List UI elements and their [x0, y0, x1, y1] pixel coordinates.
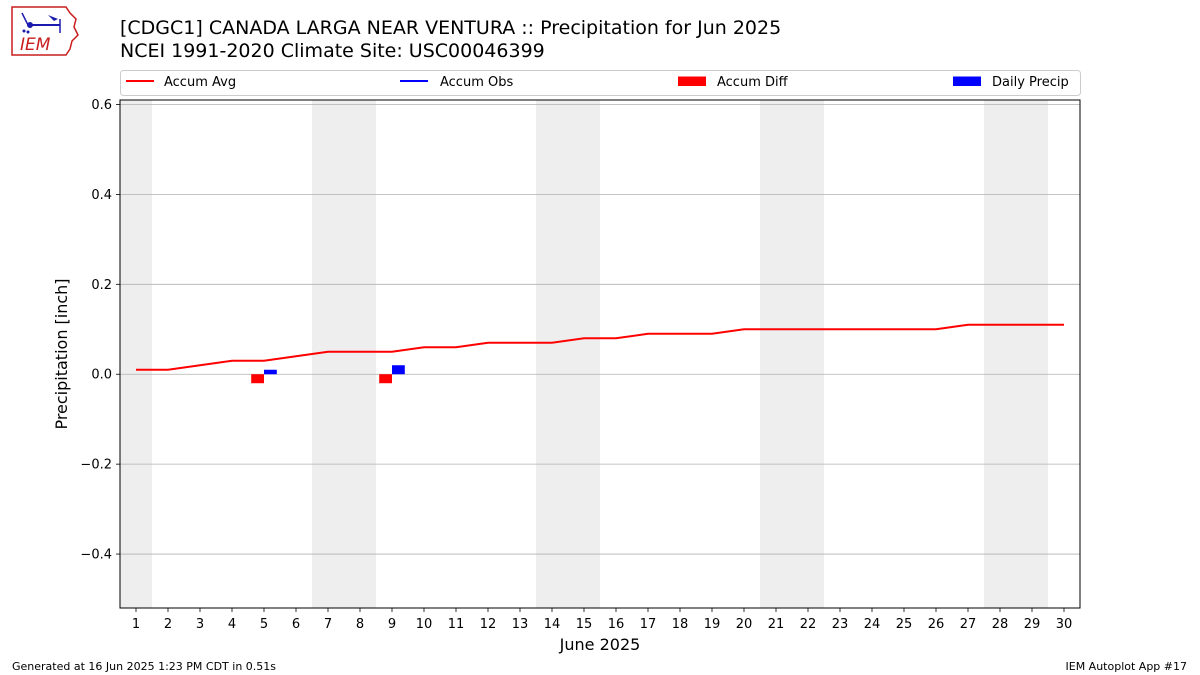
x-tick-label: 13: [512, 617, 529, 632]
x-tick-label: 23: [832, 617, 849, 632]
chart-title: [CDGC1] CANADA LARGA NEAR VENTURA :: Pre…: [120, 17, 782, 39]
x-tick-label: 4: [228, 617, 236, 632]
x-axis-label: June 2025: [559, 635, 641, 654]
legend-daily-precip-label: Daily Precip: [992, 75, 1069, 90]
x-tick-label: 8: [356, 617, 364, 632]
legend-daily-precip-swatch: [953, 76, 981, 86]
plot-frame: [119, 99, 1081, 609]
weekend-band: [1016, 100, 1048, 608]
x-tick-label: 26: [928, 617, 945, 632]
legend: Accum Avg Accum Obs Accum Diff Daily Precip: [120, 70, 1081, 96]
weekend-band: [536, 100, 568, 608]
legend-accum-avg-label: Accum Avg: [164, 75, 236, 90]
iem-logo: IEM: [8, 5, 80, 59]
x-tick-label: 11: [448, 617, 465, 632]
weekend-band: [792, 100, 824, 608]
y-tick-label: 0.2: [91, 278, 112, 293]
y-tick-label: −0.2: [80, 458, 112, 473]
weekend-band: [760, 100, 792, 608]
x-tick-label: 9: [388, 617, 396, 632]
y-tick-label: 0.4: [91, 188, 112, 203]
x-tick-label: 10: [416, 617, 433, 632]
x-tick-label: 19: [704, 617, 721, 632]
y-tick-label: 0.0: [91, 368, 112, 383]
y-tick-label: 0.6: [91, 98, 112, 113]
legend-accum-diff-swatch: [678, 76, 706, 86]
x-tick-label: 3: [196, 617, 204, 632]
x-tick-label: 30: [1056, 617, 1073, 632]
x-tick-label: 28: [992, 617, 1009, 632]
y-axis-label: Precipitation [inch]: [52, 278, 71, 429]
app-label: IEM Autoplot App #17: [1065, 660, 1188, 673]
y-tick-label: −0.4: [80, 548, 112, 563]
legend-box: [120, 70, 1081, 96]
weekend-band: [120, 100, 152, 608]
x-tick-label: 29: [1024, 617, 1041, 632]
x-tick-label: 6: [292, 617, 300, 632]
x-tick-label: 17: [640, 617, 657, 632]
x-tick-label: 7: [324, 617, 332, 632]
x-tick-label: 25: [896, 617, 913, 632]
x-tick-label: 5: [260, 617, 268, 632]
plot-area: −0.4−0.20.00.20.40.61 2 3 4 5 6 7 8 9 10 11 12 13 14 1…: [52, 98, 1081, 654]
accum-diff-bar: [379, 374, 392, 384]
x-tick-label: 21: [768, 617, 785, 632]
daily-precip-bar: [392, 365, 405, 375]
x-tick-label: 24: [864, 617, 881, 632]
weekend-band: [568, 100, 600, 608]
x-tick-label: 1: [132, 617, 140, 632]
x-tick-label: 14: [544, 617, 561, 632]
generated-timestamp: Generated at 16 Jun 2025 1:23 PM CDT in …: [12, 660, 277, 673]
legend-accum-obs-label: Accum Obs: [440, 75, 513, 90]
accum-avg-line: [136, 323, 1064, 371]
x-tick-label: 2: [164, 617, 172, 632]
accum-diff-bar: [251, 374, 264, 384]
x-tick-label: 27: [960, 617, 977, 632]
x-tick-label: 12: [480, 617, 497, 632]
weekend-band: [344, 100, 376, 608]
daily-precip-bar: [264, 369, 277, 375]
logo-text: IEM: [20, 35, 51, 55]
x-tick-label: 16: [608, 617, 625, 632]
x-tick-label: 18: [672, 617, 689, 632]
chart-subtitle: NCEI 1991-2020 Climate Site: USC00046399: [120, 40, 545, 62]
legend-accum-diff-label: Accum Diff: [717, 75, 789, 90]
x-tick-label: 20: [736, 617, 753, 632]
x-tick-label: 15: [576, 617, 593, 632]
x-tick-label: 22: [800, 617, 817, 632]
weekend-band: [984, 100, 1016, 608]
